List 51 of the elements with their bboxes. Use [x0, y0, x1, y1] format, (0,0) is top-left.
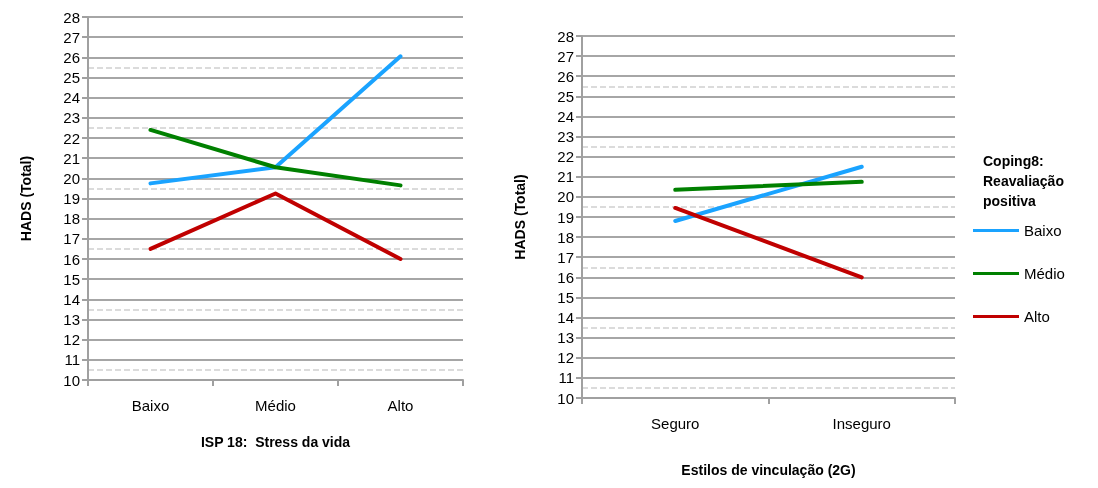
y-tick-label: 13 [557, 329, 574, 347]
y-tick-label: 17 [63, 230, 80, 248]
y-tick-label: 18 [63, 210, 80, 228]
y-tick-label: 21 [557, 168, 574, 186]
y-tick-label: 23 [63, 109, 80, 127]
y-tick-label: 19 [557, 208, 574, 226]
legend-label: Médio [1024, 265, 1065, 282]
y-tick-label: 26 [63, 48, 80, 66]
y-tick-label: 13 [63, 311, 80, 328]
y-tick-label: 15 [557, 288, 574, 306]
y-tick-label: 24 [63, 89, 80, 107]
y-tick-label: 10 [557, 389, 574, 407]
x-tick-label: Seguro [651, 415, 700, 432]
x-tick-label: Alto [387, 397, 414, 414]
y-tick-label: 17 [557, 248, 574, 266]
legend-title: Coping8: Reavaliação positiva [983, 153, 1064, 209]
y-tick-label: 23 [557, 128, 574, 146]
legend-label: Alto [1024, 308, 1050, 325]
y-tick-label: 12 [63, 331, 80, 349]
x-tick-label: Baixo [131, 397, 170, 414]
y-tick-label: 27 [557, 47, 574, 65]
y-tick-label: 12 [557, 349, 574, 367]
y-axis-title: HADS (Total) [18, 155, 34, 242]
y-tick-label: 14 [63, 290, 80, 308]
x-axis-title: ISP 18: Stress da vida [200, 434, 351, 450]
x-tick-label: Inseguro [832, 415, 891, 432]
y-tick-label: 25 [557, 87, 574, 105]
y-tick-label: 11 [64, 351, 80, 369]
y-tick-label: 10 [63, 371, 80, 389]
legend-label: Baixo [1024, 222, 1062, 239]
y-tick-label: 20 [557, 188, 574, 206]
y-tick-label: 28 [63, 8, 80, 26]
y-tick-label: 22 [557, 148, 574, 166]
x-tick-label: Médio [255, 397, 296, 414]
y-tick-label: 11 [558, 369, 574, 387]
y-tick-label: 22 [63, 129, 80, 147]
y-tick-label: 16 [63, 250, 80, 268]
y-tick-label: 14 [557, 309, 574, 327]
y-tick-label: 16 [557, 268, 574, 286]
y-tick-label: 25 [63, 69, 80, 86]
y-tick-label: 21 [63, 149, 80, 167]
y-tick-label: 27 [63, 28, 80, 46]
y-tick-label: 28 [557, 27, 574, 45]
y-tick-label: 18 [557, 228, 574, 246]
x-axis-title: Estilos de vinculação (2G) [681, 462, 856, 478]
y-tick-label: 26 [557, 67, 574, 85]
y-axis-title: HADS (Total) [512, 174, 528, 260]
y-tick-label: 20 [63, 169, 80, 187]
y-tick-label: 19 [63, 190, 80, 207]
y-tick-label: 15 [63, 270, 80, 288]
y-tick-label: 24 [557, 107, 574, 125]
